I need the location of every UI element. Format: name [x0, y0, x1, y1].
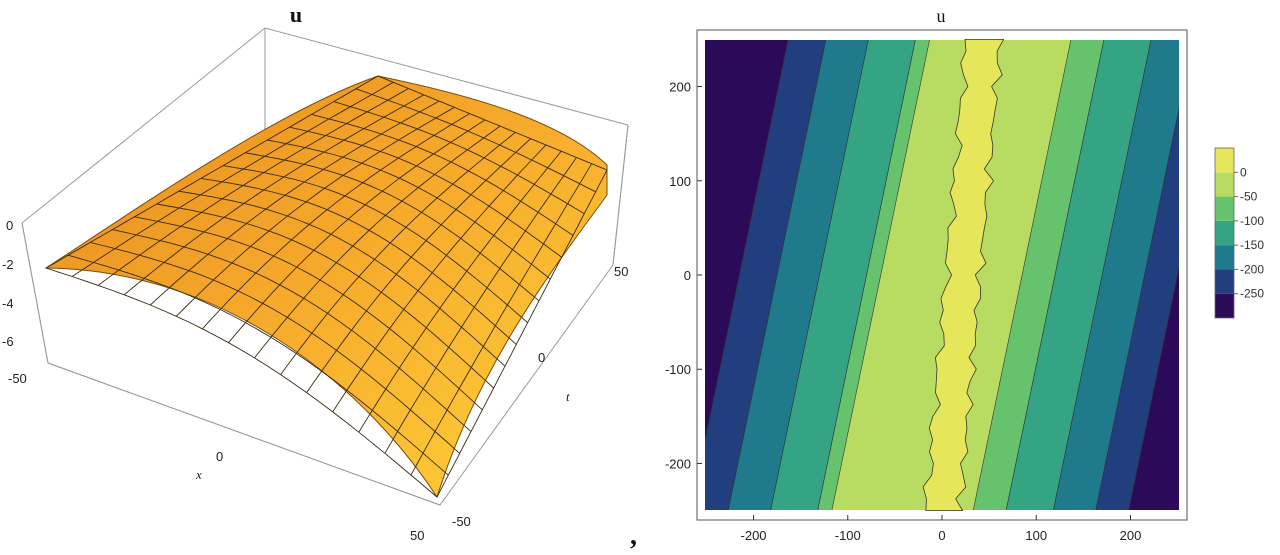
contour-band [728, 40, 869, 510]
y-tick-label: 0 [684, 268, 691, 283]
bounding-box [21, 27, 629, 506]
x-tick-label: 0 [938, 528, 945, 543]
contour-band [973, 40, 1105, 510]
mesh-line [112, 229, 472, 432]
z-tick-label: -4 [2, 296, 14, 311]
mesh-line [228, 119, 486, 343]
t-tick-label: -50 [452, 514, 471, 529]
legend-swatch [1215, 148, 1234, 173]
contour-band [1053, 40, 1179, 510]
legend-tick-label: -100 [1240, 214, 1264, 228]
mesh-line [156, 203, 495, 389]
mesh-line [149, 100, 440, 306]
legend-swatch [1215, 293, 1234, 318]
contour-band [817, 40, 930, 510]
mesh-line [306, 138, 532, 393]
mesh-line [311, 113, 574, 236]
mesh-line [280, 132, 516, 375]
z-tick-label: -2 [2, 257, 14, 272]
x-tick-label: 50 [410, 528, 424, 543]
mesh-line [384, 157, 577, 454]
x-axis-ticks: -50 0 50 [8, 371, 424, 543]
mesh-line [178, 190, 506, 367]
x-tick-label: -50 [8, 371, 27, 386]
legend-swatch [1215, 172, 1234, 197]
surface-3d-plot: u 0 -2 -4 -6 -50 0 50 x -50 0 50 t [2, 2, 629, 543]
mesh-line [45, 267, 438, 498]
legend-swatch [1215, 245, 1234, 270]
legend-tick-label: -50 [1240, 190, 1258, 204]
contour-band-top [922, 39, 1005, 511]
contour-band [1005, 40, 1152, 510]
surface-patch [44, 75, 608, 499]
mesh-line [436, 169, 608, 498]
mesh-line [355, 88, 596, 193]
mesh-line [245, 152, 540, 302]
mesh-line [90, 241, 460, 454]
contour-legend: 0 -50 -100 -150 -200 -250 [1214, 147, 1264, 319]
contour-title: u [937, 6, 946, 26]
x-tick-label: -200 [741, 528, 767, 543]
y-tick-label: 200 [669, 80, 691, 95]
mesh-line [175, 106, 455, 317]
mesh-line [254, 125, 501, 359]
x-tick-label: -100 [835, 528, 861, 543]
mesh-line [223, 165, 528, 323]
x-axis-label: x [195, 467, 202, 482]
z-axis-ticks: 0 -2 -4 -6 [2, 218, 14, 349]
surface-mesh [45, 75, 608, 498]
contour-band [705, 40, 827, 510]
z-tick-label: 0 [6, 218, 13, 233]
mesh-line [410, 163, 593, 476]
t-axis-ticks: -50 0 50 [452, 264, 628, 529]
mesh-line [377, 75, 608, 171]
legend-swatch [1215, 196, 1234, 221]
mesh-line [202, 113, 470, 330]
mesh-line [71, 81, 394, 277]
z-tick-label: -6 [2, 334, 14, 349]
mesh-line [134, 216, 483, 411]
mesh-line [267, 139, 551, 280]
x-tick-label: 0 [216, 449, 223, 464]
mesh-line [333, 101, 585, 214]
legend-swatch [1215, 220, 1234, 246]
mesh-line [45, 75, 379, 269]
mesh-line [67, 254, 449, 476]
mesh-line [123, 94, 425, 296]
y-tick-label: -200 [665, 456, 691, 471]
separator-comma: , [630, 520, 637, 551]
contour-y-ticks: -200 -100 0 100 200 [665, 80, 702, 471]
t-tick-label: 0 [538, 350, 545, 365]
legend-swatch [1215, 269, 1234, 294]
contour-band [770, 40, 916, 510]
mesh-line [358, 150, 562, 433]
x-tick-label: 200 [1120, 528, 1142, 543]
legend-tick-label: -250 [1240, 287, 1264, 301]
x-tick-label: 100 [1025, 528, 1047, 543]
mesh-line [200, 177, 517, 345]
mesh-line [332, 144, 547, 413]
mesh-line [289, 126, 562, 258]
contour-frame [696, 29, 1188, 521]
contour-x-ticks: -200 -100 0 100 200 [741, 515, 1142, 543]
y-tick-label: 100 [669, 174, 691, 189]
legend-tick-label: -200 [1240, 262, 1264, 276]
legend-tick-label: -150 [1240, 238, 1264, 252]
y-tick-label: -100 [665, 362, 691, 377]
surface-title: u [290, 2, 302, 27]
mesh-line [97, 88, 409, 286]
t-tick-label: 50 [614, 264, 628, 279]
legend-tick-label: 0 [1240, 165, 1247, 179]
contour-band [705, 40, 1179, 510]
contour-band [1095, 107, 1179, 510]
t-axis-label: t [566, 389, 570, 404]
contour-band [1128, 266, 1179, 510]
